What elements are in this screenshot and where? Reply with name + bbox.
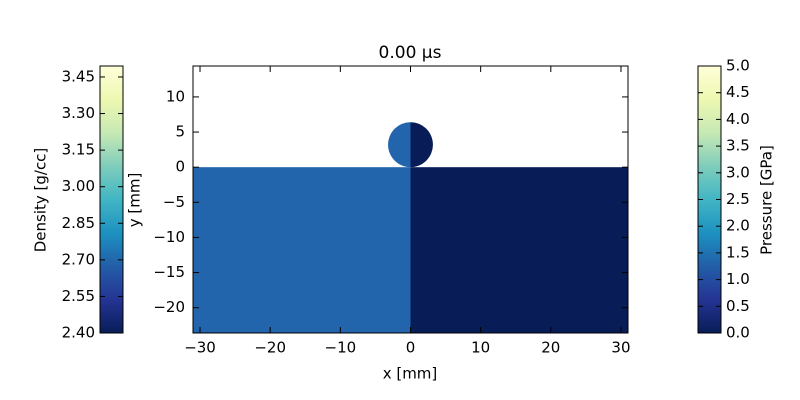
x-tick-label: 10 [471,339,490,357]
colorbar-tick-label: 1.5 [726,243,750,261]
plate-density [193,167,411,333]
colorbar-tick-label: 3.00 [62,177,95,195]
y-tick-label: −20 [153,298,185,316]
plot-area [193,122,628,333]
pressure-colorbar-label: Pressure [GPa] [758,145,776,255]
colorbar-tick-label: 3.0 [726,163,750,181]
colorbar-tick-label: 5.0 [726,57,750,75]
y-tick-label: −5 [163,193,185,211]
y-axis-label: y [mm] [126,173,144,228]
y-tick-label: 5 [175,123,185,141]
x-tick-label: −30 [184,339,216,357]
colorbar-tick-label: 3.30 [62,104,95,122]
y-tick-label: −10 [153,228,185,246]
chart-title: 0.00 μs [379,43,442,63]
colorbar-tick-label: 0.0 [726,324,750,342]
x-tick-label: 0 [406,339,416,357]
colorbar-tick-label: 3.5 [726,137,750,155]
plate-pressure [410,167,628,333]
x-tick-label: −10 [325,339,357,357]
x-axis-label: x [mm] [383,365,438,383]
density-colorbar-label: Density [g/cc] [32,148,50,253]
x-tick-label: 20 [541,339,560,357]
y-tick-label: 10 [166,87,185,105]
colorbar-tick-label: 4.0 [726,110,750,128]
y-tick-label: −15 [153,263,185,281]
colorbar-tick-label: 3.15 [62,141,95,159]
colorbar-tick-label: 1.0 [726,270,750,288]
colorbar-tick-label: 2.85 [62,214,95,232]
y-tick-label: 0 [175,158,185,176]
colorbar-tick-label: 2.0 [726,217,750,235]
colorbar-tick-label: 3.45 [62,67,95,85]
x-tick-label: −20 [254,339,286,357]
colorbar-tick-label: 2.55 [62,287,95,305]
projectile-pressure [410,122,433,168]
colorbar-tick-label: 0.5 [726,297,750,315]
colorbar-tick-label: 4.5 [726,83,750,101]
projectile-density [388,122,411,168]
x-tick-label: 30 [611,339,630,357]
colorbar-tick-label: 2.40 [62,324,95,342]
density-colorbar [99,65,124,334]
colorbar-tick-label: 2.5 [726,190,750,208]
colorbar-tick-label: 2.70 [62,250,95,268]
